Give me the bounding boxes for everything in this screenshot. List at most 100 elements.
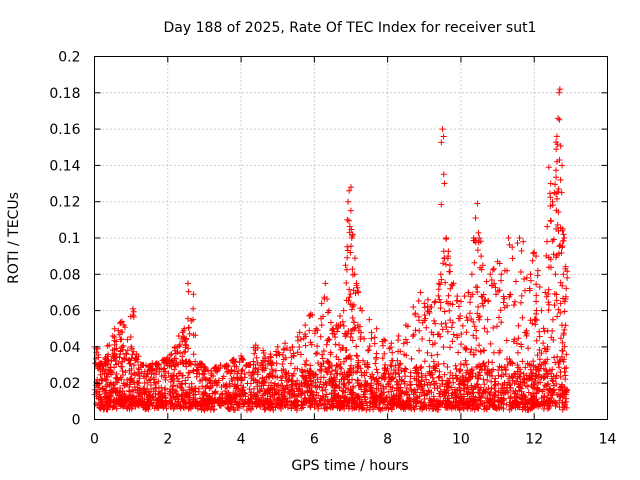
data-point [492,375,499,382]
data-point [541,393,548,400]
data-point [559,282,566,289]
data-point [563,364,570,371]
data-point [407,373,414,380]
data-point [472,215,479,222]
data-point [437,271,444,278]
data-point [484,316,491,323]
data-point [471,259,478,266]
data-point [428,303,435,310]
data-point [357,333,364,340]
data-point [553,372,560,379]
data-point [558,244,565,251]
data-point [523,372,530,379]
data-point [225,368,232,375]
data-point [515,335,522,342]
data-point [264,398,271,405]
data-point [198,406,205,413]
data-point [190,332,197,339]
data-point [452,362,459,369]
data-point [366,406,373,413]
data-point [544,343,551,350]
data-point [119,368,126,375]
data-point [346,352,353,359]
data-point [279,352,286,359]
data-point [397,360,404,367]
data-point [429,374,436,381]
data-point [95,365,102,372]
data-point [430,358,437,365]
data-point [459,322,466,329]
data-point [269,386,276,393]
data-point [481,381,488,388]
data-point [549,328,556,335]
data-point [266,387,273,394]
data-point [444,328,451,335]
data-point [179,353,186,360]
data-point [294,337,301,344]
data-point [254,389,261,396]
data-point [518,388,525,395]
data-point [186,330,193,337]
data-point [530,250,537,257]
data-point [496,349,503,356]
data-point [470,351,477,358]
data-point [184,315,191,322]
data-point [350,398,357,405]
data-point [328,367,335,374]
data-point [238,377,245,384]
data-point [481,347,488,354]
data-point [162,400,169,407]
data-point [438,320,445,327]
data-point [424,296,431,303]
data-point [564,274,571,281]
data-point [113,353,120,360]
data-point [532,321,539,328]
data-point [351,271,358,278]
data-point [147,382,154,389]
data-point [248,389,255,396]
data-point [492,284,499,291]
data-point [231,381,238,388]
data-point [531,249,538,256]
data-point [550,386,557,393]
data-point [471,323,478,330]
data-point [318,322,325,329]
y-tick-label: 0.06 [49,304,80,320]
data-point [278,374,285,381]
data-point [366,343,373,350]
data-point [541,328,548,335]
data-point [124,347,131,354]
data-point [302,331,309,338]
data-point [253,354,260,361]
data-point [510,338,517,345]
data-point [152,384,159,391]
data-point [435,280,442,287]
data-point [132,372,139,379]
x-tick-label: 12 [525,432,543,448]
data-point [299,402,306,409]
data-point [320,360,327,367]
data-point [313,325,320,332]
data-point [545,301,552,308]
data-point [532,373,539,380]
data-point [199,376,206,383]
data-point [340,381,347,388]
data-point [480,390,487,397]
data-point [560,271,567,278]
data-point [125,357,132,364]
data-point [457,391,464,398]
data-point [217,362,224,369]
data-point [504,302,511,309]
data-point [549,316,556,323]
data-point [136,375,143,382]
data-point [523,332,530,339]
data-point [455,315,462,322]
data-point [440,171,447,178]
data-point [506,399,513,406]
data-point [552,181,559,188]
data-point [154,397,161,404]
data-point [269,359,276,366]
data-point [339,393,346,400]
data-point [289,343,296,350]
data-point [350,287,357,294]
